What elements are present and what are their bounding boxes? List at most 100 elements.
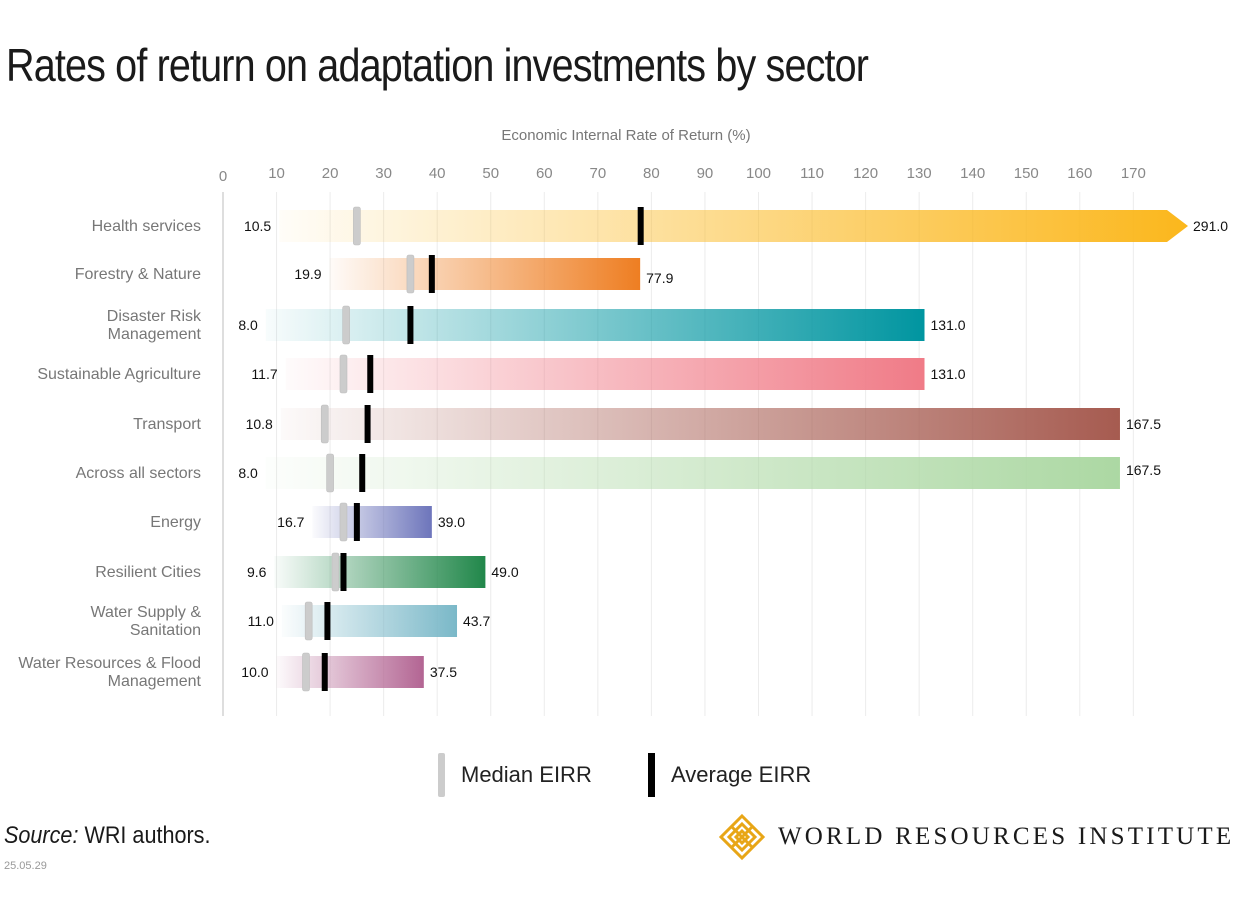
median-marker — [406, 254, 415, 294]
median-marker — [326, 453, 334, 493]
x-tick-label: 40 — [429, 165, 446, 182]
legend-average: Average EIRR — [648, 752, 811, 798]
range-bar — [276, 656, 424, 688]
bar-row: Across all sectors 8.0 167.5 — [76, 453, 1161, 493]
chart-title: Rates of return on adaptation investment… — [6, 39, 869, 91]
median-marker — [339, 502, 348, 542]
category-label: Forestry & Nature — [75, 266, 201, 283]
range-bar — [279, 210, 1188, 242]
category-label: Transport — [133, 416, 201, 433]
min-value-label: 8.0 — [238, 465, 258, 481]
min-value-label: 9.6 — [247, 564, 267, 580]
max-value-label: 291.0 — [1193, 218, 1228, 234]
median-marker — [339, 354, 348, 394]
category-label: Water Resources & Flood Management — [18, 655, 201, 690]
bar-row: Resilient Cities 9.6 49.0 — [95, 552, 519, 592]
min-value-label: 10.5 — [244, 218, 271, 234]
range-bar — [285, 358, 925, 390]
max-value-label: 131.0 — [931, 366, 966, 382]
median-marker — [304, 601, 313, 641]
average-marker — [340, 553, 347, 591]
average-marker — [637, 207, 644, 245]
bar-row: Disaster Risk Management 8.0 131.0 — [107, 305, 966, 345]
min-value-label: 8.0 — [238, 317, 258, 333]
max-value-label: 167.5 — [1126, 462, 1161, 478]
x-tick-label: 130 — [907, 165, 932, 182]
median-marker — [342, 305, 350, 345]
bar-row: Energy 16.7 39.0 — [150, 502, 465, 542]
x-tick-label: 10 — [268, 165, 285, 182]
date-code: 25.05.29 — [4, 860, 47, 872]
range-bar — [265, 309, 925, 341]
median-swatch — [438, 753, 445, 797]
category-label: Resilient Cities — [95, 564, 201, 581]
average-marker — [321, 653, 328, 691]
average-marker — [428, 255, 435, 293]
range-bar — [329, 258, 641, 290]
legend-median: Median EIRR — [438, 752, 592, 798]
x-tick-label: 60 — [536, 165, 553, 182]
category-label: Water Supply & Sanitation — [90, 604, 201, 639]
x-tick-label: 90 — [697, 165, 714, 182]
bar-row: Health services 10.5 291.0 — [92, 206, 1228, 246]
min-value-label: 16.7 — [277, 514, 304, 530]
legend-average-label: Average EIRR — [671, 762, 812, 787]
bar-row: Water Resources & Flood Management 10.0 37.… — [18, 652, 457, 692]
bar-row: Transport 10.8 167.5 — [133, 404, 1161, 444]
wri-logo-text: WORLD RESOURCES INSTITUTE — [778, 823, 1235, 850]
average-marker — [407, 306, 414, 344]
min-value-label: 11.0 — [248, 613, 274, 629]
x-tick-label: 160 — [1067, 165, 1092, 182]
bar-row: Water Supply & Sanitation 11.0 43.7 — [90, 601, 490, 641]
x-tick-label: 50 — [482, 165, 499, 182]
category-label: Sustainable Agriculture — [37, 366, 201, 383]
category-label: Disaster Risk Management — [107, 308, 202, 343]
average-marker — [353, 503, 360, 541]
median-marker — [302, 652, 310, 692]
chart-area: Economic Internal Rate of Return (%) 0 10… — [18, 127, 1228, 716]
average-marker — [359, 454, 366, 492]
range-bar — [280, 408, 1120, 440]
category-label: Energy — [150, 514, 201, 531]
range-bar — [265, 457, 1120, 489]
average-marker — [364, 405, 371, 443]
max-value-label: 167.5 — [1126, 416, 1161, 432]
category-label: Across all sectors — [76, 465, 201, 482]
max-value-label: 37.5 — [430, 664, 457, 680]
min-value-label: 11.7 — [251, 366, 277, 382]
wri-logo-icon — [718, 813, 766, 861]
median-marker — [353, 206, 361, 246]
x-tick-labels: 0 10 20 30 40 50 60 70 80 90 100 110 120 130 140 150 160… — [219, 165, 1146, 185]
range-bar — [312, 506, 432, 538]
max-value-label: 131.0 — [931, 317, 966, 333]
x-axis-title: Economic Internal Rate of Return (%) — [501, 127, 750, 144]
min-value-label: 10.0 — [241, 664, 268, 680]
max-value-label: 49.0 — [491, 564, 518, 580]
source-text: WRI authors. — [78, 822, 211, 849]
median-marker — [320, 404, 329, 444]
x-tick-label: 0 — [219, 168, 227, 185]
wri-logo: WORLD RESOURCES INSTITUTE — [718, 813, 1234, 861]
x-tick-label: 120 — [853, 165, 878, 182]
x-tick-label: 30 — [375, 165, 392, 182]
x-tick-label: 70 — [590, 165, 607, 182]
x-tick-label: 80 — [643, 165, 660, 182]
x-tick-label: 140 — [960, 165, 985, 182]
x-tick-label: 100 — [746, 165, 771, 182]
x-tick-label: 20 — [322, 165, 339, 182]
bars: Health services 10.5 291.0 Forestry & Natur… — [18, 206, 1228, 692]
category-label: Health services — [92, 218, 201, 235]
max-value-label: 43.7 — [463, 613, 490, 629]
average-marker — [367, 355, 374, 393]
min-value-label: 10.8 — [246, 416, 273, 432]
bar-row: Sustainable Agriculture 11.7 131.0 — [37, 354, 966, 394]
bar-row: Forestry & Nature 19.9 77.9 — [75, 254, 674, 294]
max-value-label: 39.0 — [438, 514, 465, 530]
max-value-label: 77.9 — [646, 270, 673, 286]
source-note: Source: WRI authors. — [4, 822, 210, 850]
median-marker — [331, 552, 340, 592]
average-swatch — [648, 753, 655, 797]
range-bar — [274, 556, 486, 588]
x-tick-label: 110 — [800, 165, 824, 182]
x-tick-label: 150 — [1014, 165, 1039, 182]
